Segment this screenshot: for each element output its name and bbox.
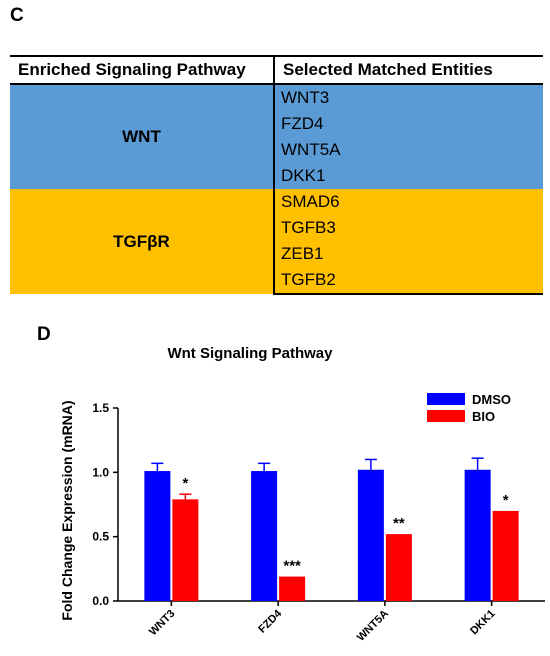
x-tick-label: FZD4 — [256, 607, 285, 636]
table-row: TGFB3 — [10, 215, 543, 241]
legend-swatch-dmso — [427, 393, 465, 405]
entity-cell: FZD4 — [281, 114, 324, 133]
entity-cell: TGFB3 — [281, 218, 336, 237]
group-tgfbr: TGFβR SMAD6 TGFB3 ZEB1 TGFB2 — [10, 189, 543, 295]
bar-dmso — [144, 471, 171, 601]
x-tick-label: WNT5A — [355, 608, 391, 644]
bar-bio — [279, 576, 306, 601]
table-row: TGFβR SMAD6 — [10, 189, 543, 294]
pathway-cell: TGFβR — [10, 189, 275, 294]
legend-swatch-bio — [427, 410, 465, 422]
significance-label: * — [503, 492, 509, 509]
legend-label: DMSO — [472, 392, 511, 407]
table-header-row: Enriched Signaling Pathway Selected Matc… — [10, 55, 543, 85]
table-row: FZD4 — [10, 111, 543, 137]
y-tick-label: 0.0 — [92, 594, 109, 608]
bar-bio — [172, 499, 199, 601]
y-tick-label: 1.5 — [92, 401, 109, 415]
entity-cell: TGFB2 — [274, 267, 543, 295]
y-axis-label: Fold Change Expression (mRNA) — [59, 400, 75, 620]
pathway-cell: WNT — [10, 84, 275, 189]
bar-bio — [492, 510, 519, 601]
table-row: WNT5A — [10, 137, 543, 163]
bar-chart: Wnt Signaling Pathway 0.0 0.5 1.0 1.5 Fold Ch… — [59, 345, 545, 644]
significance-label: * — [182, 475, 188, 492]
table-row: TGFB2 — [10, 267, 543, 295]
legend-label: BIO — [472, 409, 495, 424]
group-wnt: WNT WNT3 FZD4 WNT5A DKK1 — [10, 84, 543, 189]
y-tick-label: 1.0 — [92, 465, 109, 479]
entity-cell: WNT3 — [281, 88, 330, 107]
y-tick-label: 0.5 — [92, 530, 109, 544]
x-tick-label: DKK1 — [468, 608, 498, 638]
entity-cell: WNT5A — [281, 140, 341, 159]
bar-dmso — [251, 471, 278, 601]
bar-dmso — [464, 469, 491, 601]
table-row: ZEB1 — [10, 241, 543, 267]
significance-label: ** — [393, 515, 405, 532]
entity-cell: ZEB1 — [281, 244, 324, 263]
header-matched-entities: Selected Matched Entities — [274, 55, 543, 85]
significance-label: *** — [283, 558, 301, 575]
bar-bio — [385, 534, 412, 601]
table-row: WNT WNT3 — [10, 84, 543, 189]
entity-cell: SMAD6 — [281, 192, 340, 211]
panel-c-label: C — [10, 5, 24, 26]
header-enriched-pathway: Enriched Signaling Pathway — [10, 55, 275, 85]
pathway-table: Enriched Signaling Pathway Selected Matc… — [10, 55, 543, 295]
bar-dmso — [357, 469, 384, 601]
table-row: DKK1 — [10, 163, 543, 189]
chart-title: Wnt Signaling Pathway — [167, 345, 333, 362]
panel-d-label: D — [37, 324, 51, 345]
entity-cell: DKK1 — [281, 166, 326, 185]
x-tick-label: WNT3 — [147, 608, 178, 639]
